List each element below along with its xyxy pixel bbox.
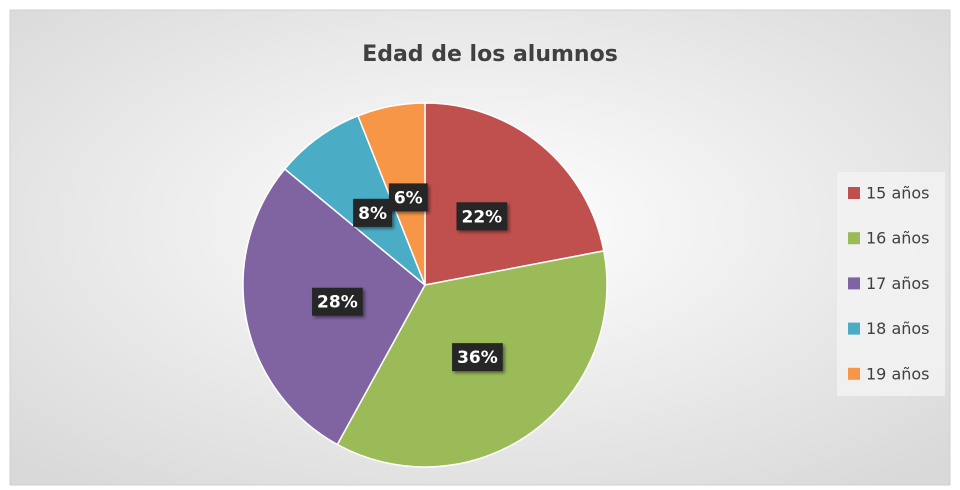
legend-label: 19 años [866, 364, 930, 383]
data-label-text: 22% [461, 207, 502, 227]
data-label-box [456, 202, 508, 231]
legend-label: 16 años [866, 229, 930, 248]
data-label-box [312, 287, 363, 316]
legend-swatch [848, 232, 860, 245]
legend-label: 15 años [866, 184, 930, 203]
data-label-box [353, 198, 393, 227]
data-label-text: 6% [394, 188, 423, 208]
data-label-text: 8% [358, 204, 387, 224]
data-label-text: 36% [457, 348, 498, 368]
legend-swatch [848, 187, 860, 199]
data-label-text: 28% [317, 293, 358, 313]
legend-swatch [848, 277, 860, 290]
data-label: 6% [388, 183, 428, 212]
legend-label: 18 años [866, 319, 930, 338]
data-label-box [388, 183, 428, 212]
legend-swatch [848, 322, 860, 335]
data-label: 28% [312, 287, 363, 316]
data-label-box [452, 343, 503, 372]
legend-label: 17 años [866, 274, 930, 293]
pie-slice [424, 102, 605, 286]
legend-swatch [848, 367, 860, 380]
data-label: 8% [353, 198, 393, 227]
data-label: 36% [452, 343, 503, 372]
chart-title: Edad de los alumnos [362, 42, 618, 67]
data-label: 22% [456, 202, 508, 231]
